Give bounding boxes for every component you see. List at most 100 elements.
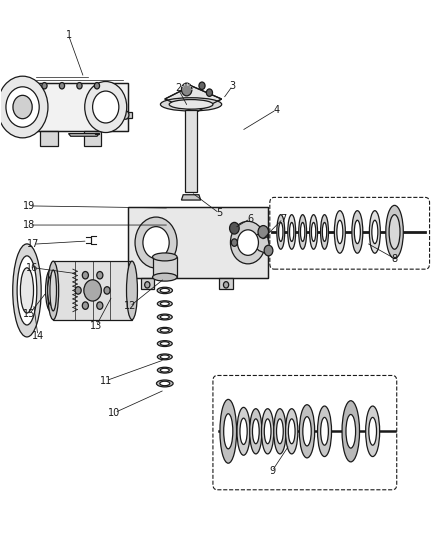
Ellipse shape — [48, 276, 54, 305]
Ellipse shape — [288, 419, 294, 444]
Circle shape — [13, 95, 32, 119]
Ellipse shape — [276, 215, 284, 249]
Polygon shape — [68, 134, 99, 136]
Ellipse shape — [157, 314, 172, 320]
Ellipse shape — [278, 222, 282, 241]
Text: 8: 8 — [391, 254, 397, 263]
Bar — [127, 207, 267, 278]
Ellipse shape — [300, 222, 304, 241]
Ellipse shape — [48, 261, 59, 320]
Circle shape — [0, 76, 48, 138]
Polygon shape — [247, 232, 269, 253]
Circle shape — [92, 91, 119, 123]
Circle shape — [104, 287, 110, 294]
Text: 18: 18 — [23, 220, 35, 230]
Ellipse shape — [334, 211, 345, 253]
Ellipse shape — [157, 287, 172, 294]
Text: 15: 15 — [23, 309, 35, 319]
Ellipse shape — [160, 328, 169, 332]
Ellipse shape — [276, 419, 283, 444]
Ellipse shape — [345, 415, 355, 448]
Circle shape — [82, 271, 88, 279]
Ellipse shape — [365, 406, 379, 457]
Circle shape — [85, 82, 127, 133]
Ellipse shape — [287, 215, 295, 249]
Ellipse shape — [353, 220, 360, 244]
Ellipse shape — [160, 368, 169, 372]
Ellipse shape — [285, 409, 297, 454]
Ellipse shape — [273, 409, 286, 454]
Ellipse shape — [264, 419, 270, 444]
Bar — [141, 278, 153, 289]
Circle shape — [230, 221, 265, 264]
Circle shape — [82, 302, 88, 309]
Text: 19: 19 — [23, 201, 35, 211]
Ellipse shape — [368, 211, 379, 253]
Circle shape — [264, 245, 272, 256]
Text: 14: 14 — [32, 330, 44, 341]
Bar — [185, 110, 196, 192]
Ellipse shape — [309, 215, 317, 249]
Ellipse shape — [240, 418, 247, 445]
Text: 6: 6 — [247, 214, 253, 224]
Ellipse shape — [157, 354, 172, 360]
Polygon shape — [164, 86, 221, 112]
Ellipse shape — [17, 256, 37, 325]
Circle shape — [84, 280, 101, 301]
Ellipse shape — [50, 270, 57, 311]
Ellipse shape — [126, 261, 137, 320]
Circle shape — [96, 302, 102, 309]
Ellipse shape — [219, 399, 236, 463]
Polygon shape — [114, 112, 132, 118]
Circle shape — [59, 83, 64, 89]
Text: 17: 17 — [27, 239, 39, 249]
Circle shape — [135, 217, 177, 268]
Polygon shape — [181, 195, 200, 200]
Text: 1: 1 — [65, 30, 71, 41]
Ellipse shape — [289, 222, 293, 241]
Ellipse shape — [299, 405, 314, 458]
Ellipse shape — [237, 407, 250, 455]
Ellipse shape — [320, 215, 328, 249]
Text: 12: 12 — [124, 301, 136, 311]
Bar — [53, 261, 132, 320]
Ellipse shape — [152, 273, 177, 281]
Text: 4: 4 — [273, 104, 279, 115]
Text: 3: 3 — [229, 81, 235, 91]
Ellipse shape — [160, 302, 169, 305]
Circle shape — [229, 222, 239, 234]
Bar — [219, 278, 232, 289]
Circle shape — [145, 281, 150, 288]
Ellipse shape — [159, 381, 170, 386]
Circle shape — [143, 227, 169, 259]
Ellipse shape — [252, 419, 258, 444]
Ellipse shape — [249, 409, 261, 454]
Ellipse shape — [320, 417, 328, 445]
Ellipse shape — [336, 220, 342, 244]
Circle shape — [258, 225, 268, 238]
Bar — [152, 257, 177, 277]
Ellipse shape — [371, 220, 377, 244]
Bar — [14, 83, 127, 131]
Bar — [84, 131, 101, 146]
Circle shape — [206, 89, 212, 96]
Circle shape — [42, 83, 47, 89]
Ellipse shape — [46, 269, 57, 312]
Ellipse shape — [152, 253, 177, 261]
Ellipse shape — [169, 100, 212, 109]
Text: 13: 13 — [90, 321, 102, 331]
Text: 9: 9 — [268, 466, 275, 476]
Ellipse shape — [160, 355, 169, 359]
Circle shape — [122, 111, 129, 119]
Circle shape — [181, 83, 191, 96]
Polygon shape — [95, 133, 99, 134]
Ellipse shape — [385, 205, 403, 259]
Ellipse shape — [261, 409, 273, 454]
Text: 10: 10 — [108, 408, 120, 418]
Ellipse shape — [223, 414, 232, 449]
Circle shape — [223, 281, 228, 288]
Ellipse shape — [311, 222, 315, 241]
Text: 2: 2 — [174, 83, 180, 93]
Ellipse shape — [160, 288, 169, 293]
Text: 16: 16 — [26, 263, 38, 272]
